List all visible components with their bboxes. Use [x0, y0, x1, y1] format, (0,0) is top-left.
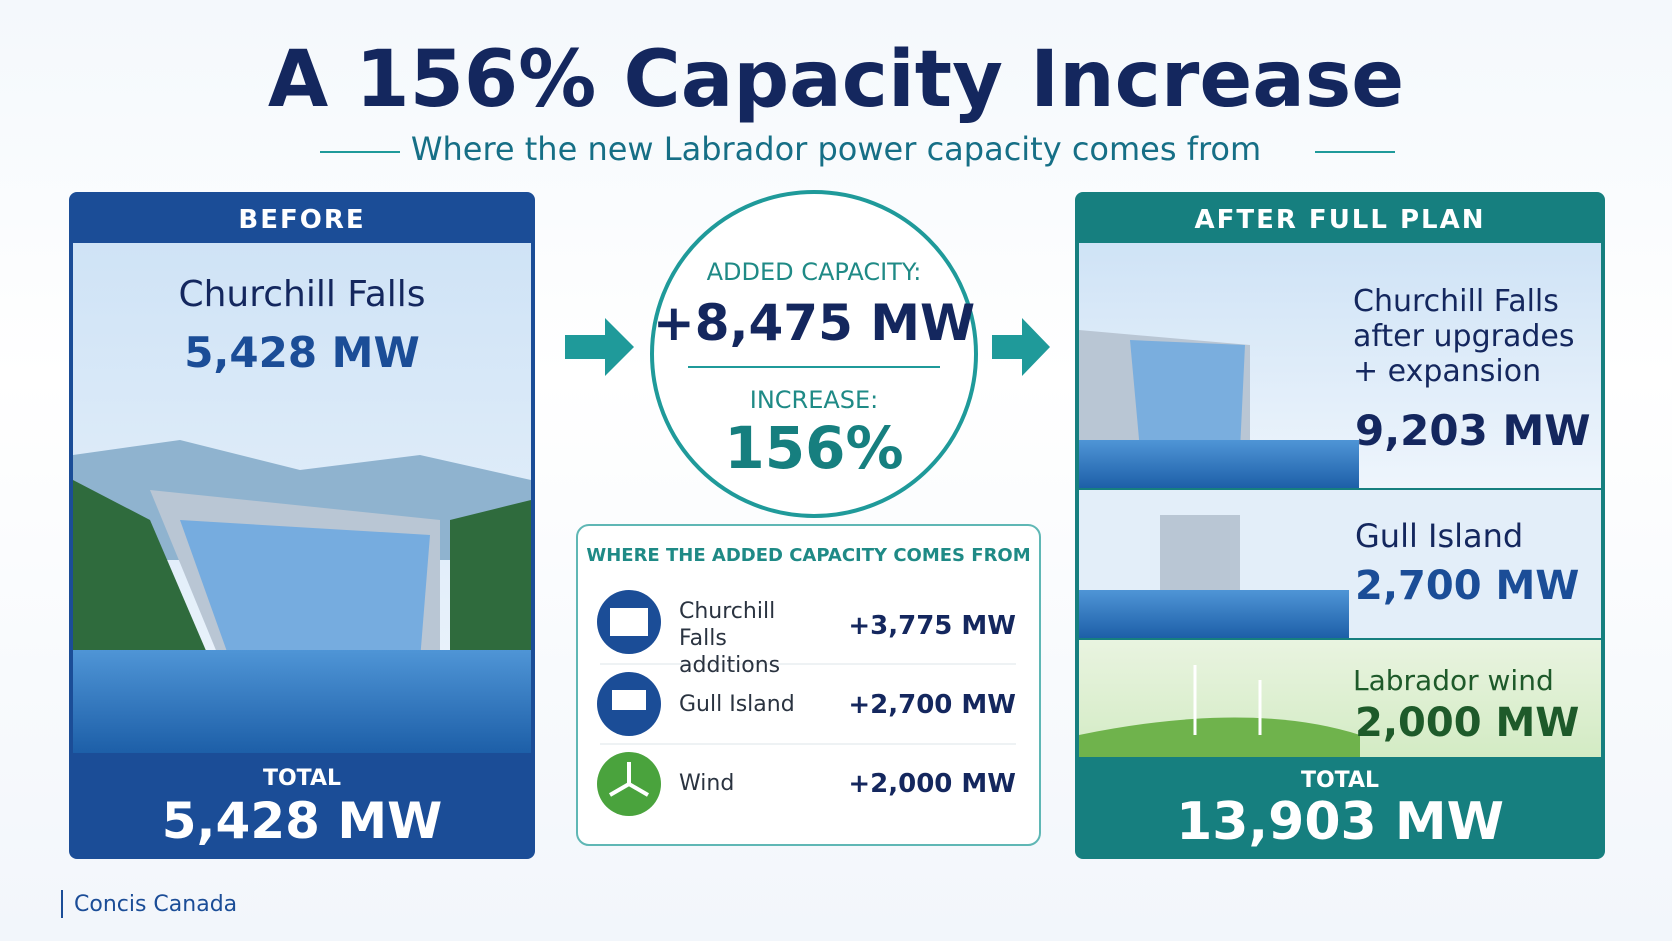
- total-value: 5,428 MW: [161, 792, 443, 850]
- hill: [1079, 717, 1360, 757]
- powerhouse: [1160, 515, 1240, 595]
- water: [73, 650, 531, 753]
- increase-value: 156%: [724, 414, 904, 482]
- water: [1079, 590, 1349, 638]
- breakdown-title: WHERE THE ADDED CAPACITY COMES FROM: [586, 545, 1031, 566]
- forest: [450, 500, 531, 660]
- plant-name: Churchill Falls: [178, 274, 426, 315]
- total-value: 13,903 MW: [1176, 792, 1504, 852]
- panel-heading: AFTER FULL PLAN: [1194, 205, 1486, 235]
- arrow: [992, 318, 1050, 376]
- item-value: 2,000 MW: [1355, 700, 1580, 746]
- spillway: [1130, 340, 1245, 450]
- item-name: Gull Island: [1355, 517, 1524, 555]
- row-value: +2,700 MW: [848, 690, 1016, 720]
- total-label: TOTAL: [262, 766, 342, 791]
- added-value: +8,475 MW: [652, 294, 976, 352]
- plant-value: 5,428 MW: [184, 328, 420, 377]
- row-value: +3,775 MW: [848, 611, 1016, 641]
- row-label: Churchill Falls additions: [679, 599, 781, 678]
- added-label: ADDED CAPACITY:: [706, 258, 922, 286]
- title: A 156% Capacity Increase: [267, 35, 1405, 125]
- water: [1079, 440, 1359, 488]
- spillway: [180, 520, 430, 660]
- panel-heading: BEFORE: [238, 205, 366, 235]
- forest: [73, 480, 210, 680]
- row-label: Wind: [679, 771, 735, 796]
- row-value: +2,000 MW: [848, 769, 1016, 799]
- item-value: 2,700 MW: [1355, 563, 1580, 609]
- icon-shape: [610, 608, 648, 636]
- subtitle: Where the new Labrador power capacity co…: [410, 130, 1262, 168]
- icon-shape: [608, 762, 650, 797]
- total-label: TOTAL: [1300, 768, 1380, 793]
- breakdown-box: [576, 524, 1041, 846]
- icon-shape: [612, 690, 646, 710]
- item-name: Labrador wind: [1353, 664, 1554, 697]
- arrow: [565, 318, 634, 376]
- row-label: Gull Island: [679, 692, 795, 717]
- increase-label: INCREASE:: [749, 386, 879, 414]
- source: Concis Canada: [74, 892, 238, 917]
- item-value: 9,203 MW: [1355, 406, 1591, 455]
- summary-circle: [650, 190, 978, 518]
- item-name: Churchill Falls after upgrades + expansi…: [1353, 284, 1575, 389]
